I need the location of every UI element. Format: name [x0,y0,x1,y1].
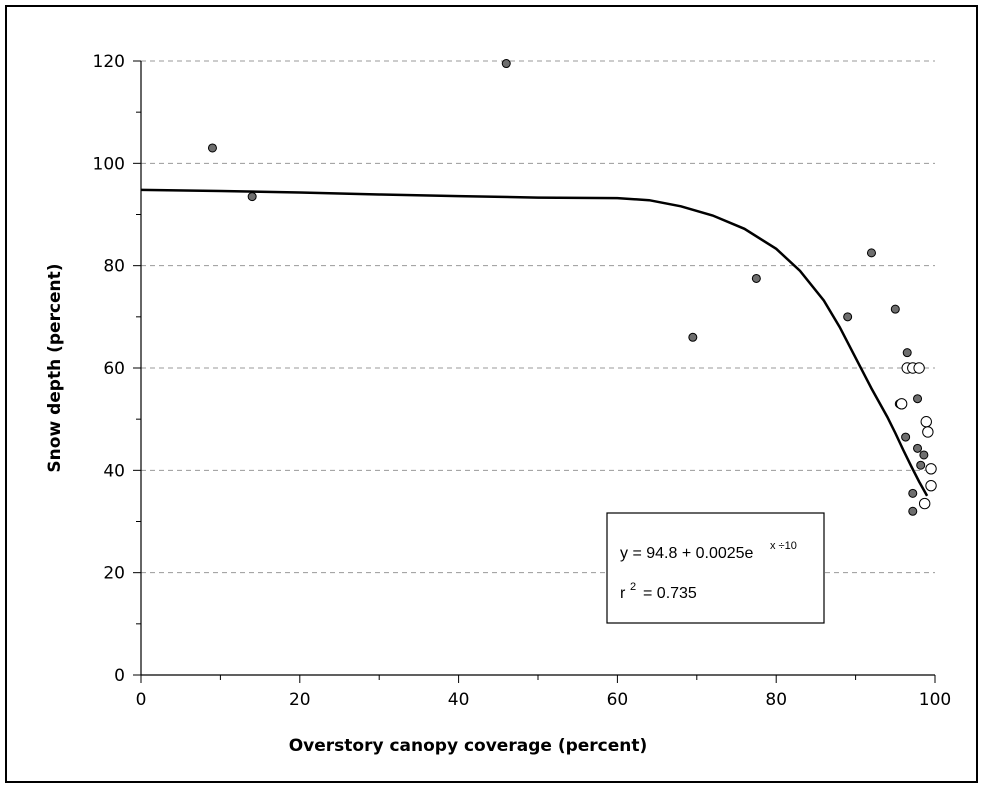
grid-lines [141,60,935,574]
tick-marks [133,60,936,683]
y-tick-label: 100 [93,154,125,174]
x-tick-label: 60 [607,690,629,710]
r2-superscript: 2 [630,581,636,593]
y-tick-label: 40 [103,461,125,481]
x-tick-label: 0 [136,690,147,710]
open-data-point [925,463,937,475]
y-axis-title: Snow depth (percent) [45,263,65,472]
r2-value: = 0.735 [643,585,697,602]
tick-labels: 0 20 40 60 80 100 120 0 20 40 60 80 100 [93,52,952,710]
y-tick-label: 60 [103,359,125,379]
equation-text: y = 94.8 + 0.0025e [620,545,754,562]
filled-data-point [207,143,217,153]
open-data-point [925,479,937,492]
equation-exponent: x ÷10 [770,540,797,552]
filled-data-point [901,432,911,442]
r2-label: r [620,585,626,602]
filled-data-point [866,248,876,258]
open-data-point [913,362,925,374]
filled-data-point [751,273,761,283]
filled-data-point [916,460,926,470]
open-data-point [920,416,932,428]
filled-data-point [919,450,929,460]
y-tick-label: 80 [103,257,125,277]
filled-data-point [843,312,853,322]
filled-data-point [688,332,698,342]
equation-box: y = 94.8 + 0.0025e x ÷10 r 2 = 0.735 [606,512,825,624]
open-data-point [922,426,934,438]
x-tick-label: 40 [448,690,470,710]
open-data-point [895,398,908,410]
x-tick-label: 80 [765,690,787,710]
y-tick-label: 20 [103,564,125,584]
filled-data-point [913,443,923,453]
filled-data-point [247,192,257,202]
filled-data-point [890,304,900,314]
y-tick-label: 120 [93,52,125,72]
chart-frame [5,5,978,783]
x-axis-title: Overstory canopy coverage (percent) [289,736,648,756]
filled-data-point [913,394,923,404]
filled-data-point [902,348,912,358]
x-tick-label: 20 [289,690,311,710]
fit-curve [140,188,929,497]
open-data-point [918,497,931,510]
x-tick-label: 100 [919,690,951,710]
filled-data-point [908,506,918,516]
filled-data-point [908,488,918,498]
filled-data-point [501,59,511,69]
y-tick-label: 0 [114,666,125,686]
data-points [207,59,937,516]
